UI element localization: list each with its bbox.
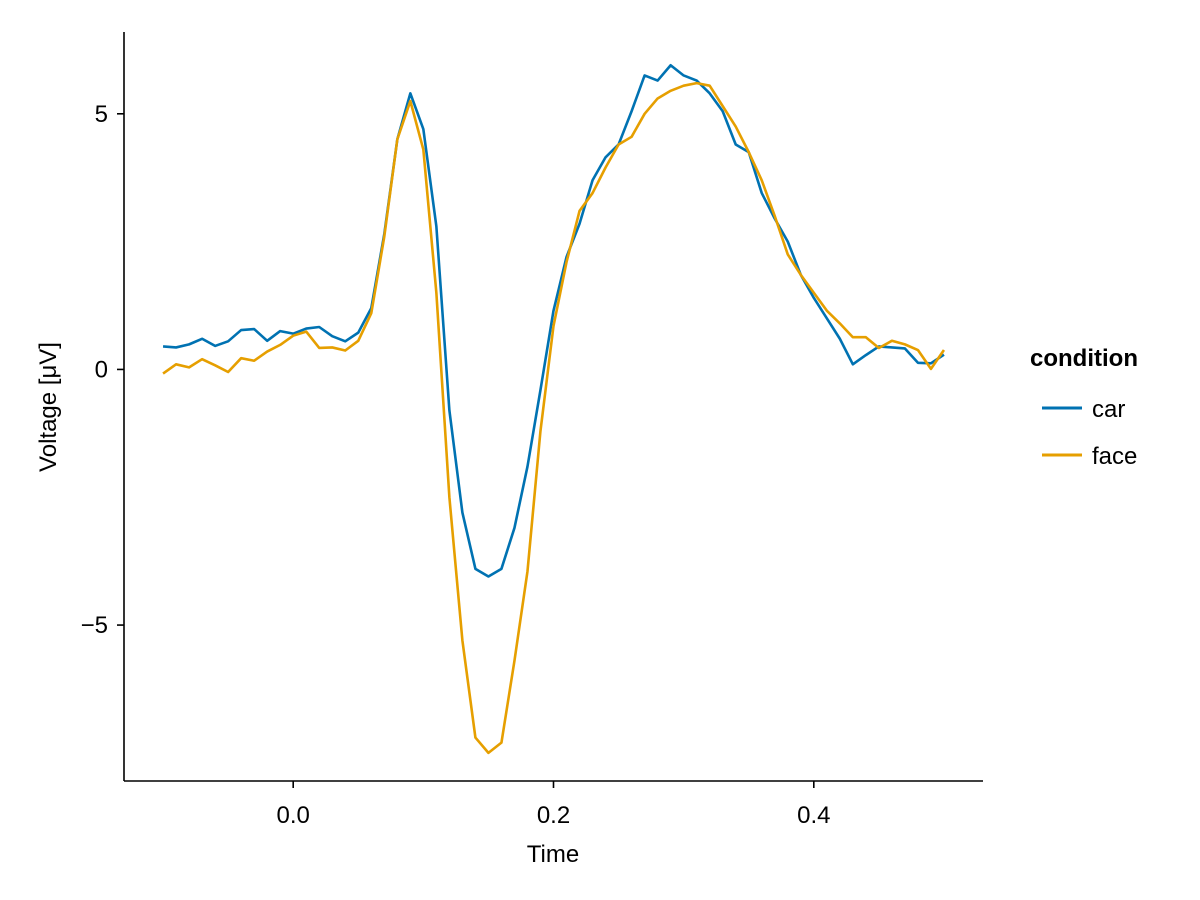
legend-label-car: car [1092,396,1125,423]
x-tick-label: 0.4 [797,802,830,829]
y-tick-label: 5 [95,101,108,128]
plot-area [162,63,946,755]
legend: condition car face [1030,345,1138,470]
y-axis-label: Voltage [μV] [35,342,62,472]
y-tick-label: 0 [95,356,108,383]
series-line-face [162,81,946,755]
x-axis-label: Time [527,841,579,868]
x-axis-ticks: 0.0 0.2 0.4 [277,781,830,829]
x-tick-label: 0.2 [537,802,570,829]
series-line-car [162,63,945,578]
x-tick-label: 0.0 [277,802,310,829]
legend-title: condition [1030,345,1138,372]
legend-label-face: face [1092,443,1137,470]
y-tick-label: −5 [81,612,108,639]
y-axis-ticks: −5 0 5 [81,101,124,639]
